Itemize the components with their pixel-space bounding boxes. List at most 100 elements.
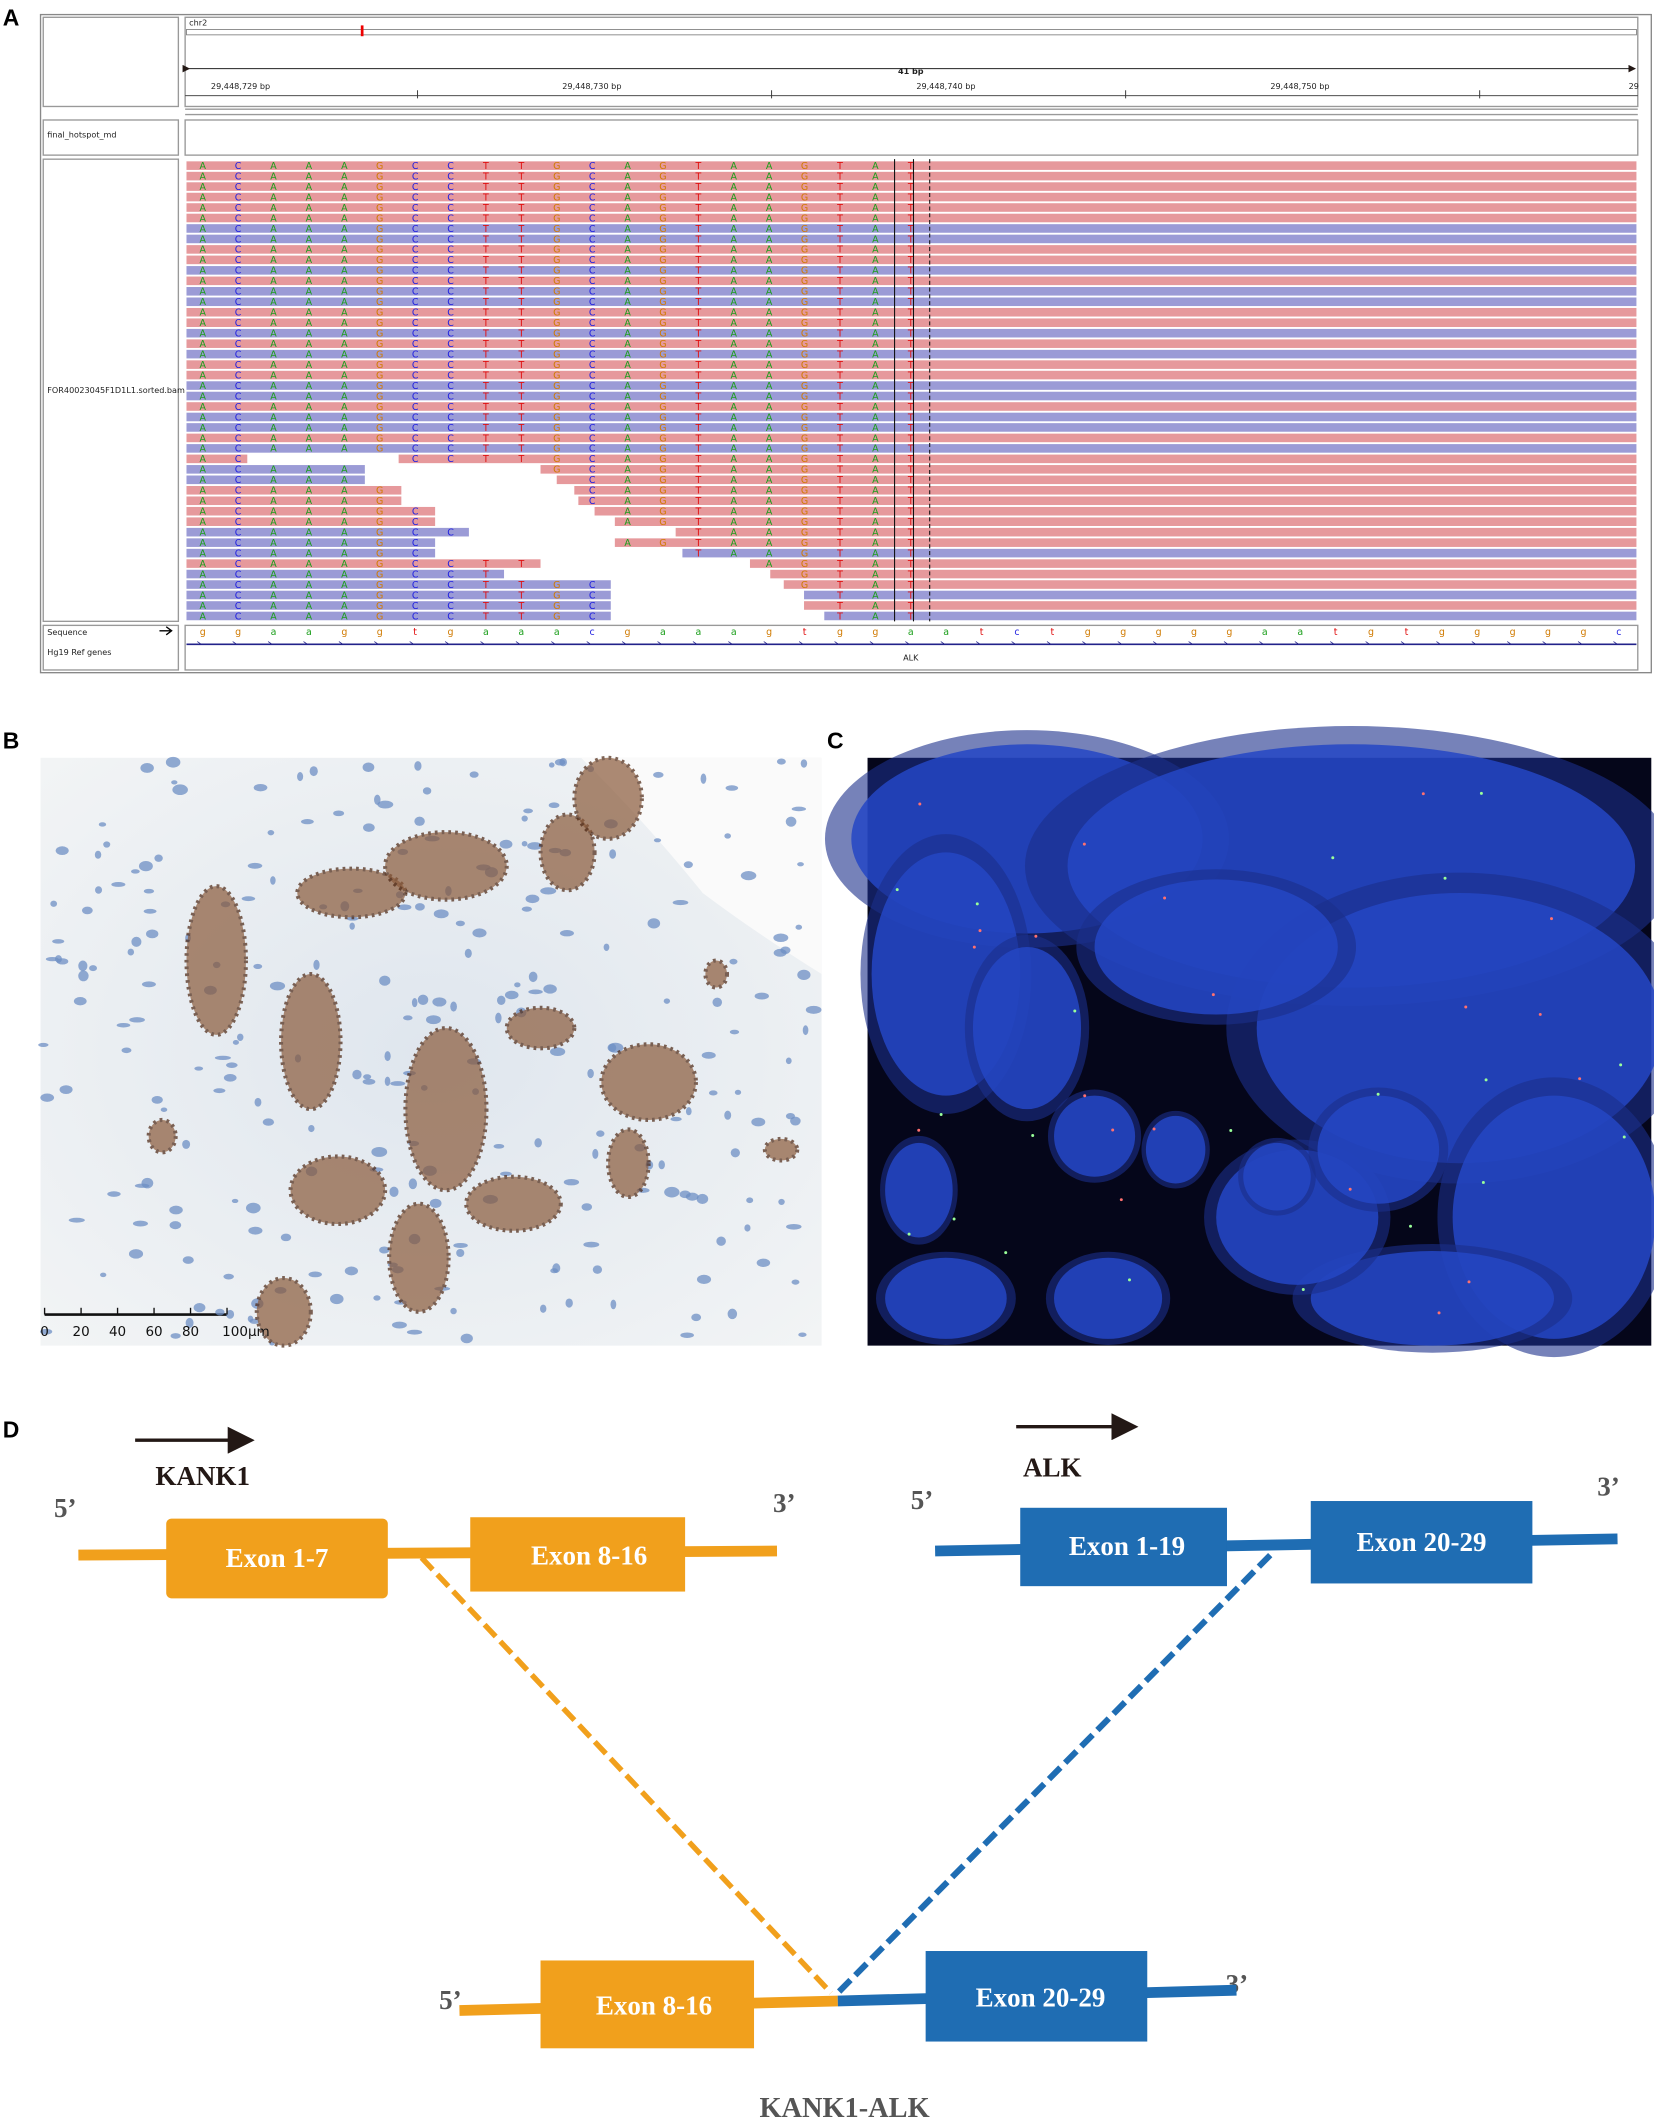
gene-arrow (232, 641, 237, 645)
read-base: A (624, 339, 631, 350)
read (186, 328, 1637, 338)
read-base: T (907, 496, 914, 507)
read (186, 496, 402, 506)
nucleus (141, 981, 156, 988)
read-base: T (694, 308, 701, 319)
nucleus (730, 1148, 740, 1158)
read-base: A (199, 192, 206, 203)
read-base: A (341, 276, 348, 287)
read-base: G (376, 486, 383, 497)
read-base: G (376, 569, 383, 580)
read-base: A (731, 412, 738, 423)
read-base: G (659, 412, 666, 423)
nucleus (472, 928, 487, 938)
nucleus (550, 1268, 559, 1274)
nucleus (384, 1076, 391, 1086)
read-base: C (412, 559, 419, 570)
read-base: C (589, 370, 596, 381)
gene-arrow (1046, 641, 1052, 645)
scale-label: 60 (145, 1324, 162, 1340)
nucleus (550, 1047, 566, 1057)
read-base: G (801, 548, 808, 559)
nucleus (280, 1233, 292, 1242)
read-base: T (907, 611, 914, 622)
read-base: A (270, 349, 277, 360)
nucleus (548, 802, 560, 809)
nucleus (408, 1178, 418, 1190)
gene-arrow (1223, 641, 1229, 645)
read-base: A (872, 308, 879, 319)
read-base: T (482, 454, 489, 465)
nucleus (653, 771, 664, 778)
read-base: T (517, 370, 524, 381)
read-base: T (836, 171, 843, 182)
read-base: A (306, 433, 313, 444)
read-base: G (659, 234, 666, 245)
read-base: T (482, 224, 489, 235)
read-base: C (589, 213, 596, 224)
read-base: A (341, 475, 348, 486)
read-base: A (872, 245, 879, 256)
nucleus (362, 1078, 376, 1085)
read-base: G (801, 213, 808, 224)
read-base: G (376, 203, 383, 214)
read-base: A (731, 423, 738, 434)
gene-arrow (905, 641, 910, 645)
nucleus (362, 762, 375, 773)
stained-cluster (383, 830, 509, 902)
read-base: G (553, 255, 560, 266)
read-base: A (872, 318, 879, 329)
gene-arrow (1471, 641, 1477, 645)
read-base: T (517, 402, 524, 413)
read-base: C (412, 569, 419, 580)
read-base: T (907, 349, 914, 360)
read-base: T (836, 255, 843, 266)
igv-panel: chr2 41 bp 29,448,729 bp 29,448,730 bp 2… (39, 13, 1652, 674)
read-base: T (907, 308, 914, 319)
reference-base: t (803, 627, 807, 638)
read-base: A (624, 496, 631, 507)
nucleus (786, 1223, 802, 1230)
nucleus (237, 1033, 244, 1041)
read-base: A (872, 203, 879, 214)
read-base: G (659, 245, 666, 256)
nucleus (111, 881, 126, 887)
read-base: A (766, 329, 773, 340)
read-base: C (589, 192, 596, 203)
read-base: A (624, 475, 631, 486)
read-base: C (589, 486, 596, 497)
gene-label: ALK (1023, 1453, 1082, 1483)
read-base: G (801, 287, 808, 298)
nucleus (751, 1117, 766, 1127)
read (186, 548, 436, 558)
nucleus (523, 808, 533, 814)
read-base: A (766, 234, 773, 245)
read-base: C (235, 444, 242, 455)
stained-cluster (403, 1026, 489, 1193)
read-base: C (447, 213, 454, 224)
read-base: A (306, 255, 313, 266)
read-base: C (235, 339, 242, 350)
read-base: C (235, 402, 242, 413)
nucleus (1310, 1251, 1555, 1346)
read-base: A (872, 423, 879, 434)
nucleus (521, 906, 532, 912)
read-base: T (517, 182, 524, 193)
read-base: T (517, 349, 524, 360)
read-base: C (589, 423, 596, 434)
read-base: A (341, 590, 348, 601)
read-base: C (447, 559, 454, 570)
read-base: A (306, 224, 313, 235)
read-base: G (659, 339, 666, 350)
reference-base: g (1226, 627, 1232, 638)
nucleus (725, 785, 739, 791)
read-base: C (412, 213, 419, 224)
read-base: A (306, 318, 313, 329)
read-base: T (836, 213, 843, 224)
read-base: C (412, 297, 419, 308)
read-base: C (412, 611, 419, 622)
name-cell (42, 158, 180, 623)
nucleus (433, 909, 449, 919)
nucleus (52, 939, 65, 944)
nucleus (754, 992, 769, 1000)
